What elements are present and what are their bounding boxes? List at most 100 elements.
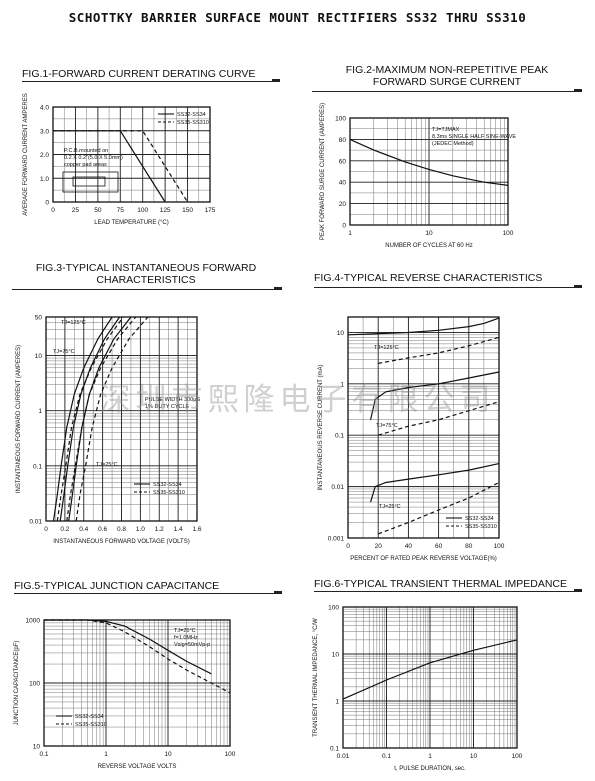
- fig1-xtick-label: 25: [72, 207, 80, 214]
- fig3-legend-label-0: SS32-SS34: [153, 482, 182, 488]
- fig4-xtick-label: 0: [346, 543, 350, 550]
- fig4-title-rule-end: [574, 285, 582, 288]
- fig5-ytick-label: 100: [29, 681, 40, 688]
- fig3-xtick-label: 0.2: [60, 526, 69, 533]
- fig2-xtick-label: 1: [348, 230, 352, 237]
- fig5-xtick-label: 0.1: [39, 751, 48, 758]
- fig6-xtick-label: 0.1: [382, 753, 391, 760]
- fig2-title-line2: FORWARD SURGE CURRENT: [372, 76, 522, 88]
- fig4-xtick-label: 20: [375, 543, 383, 550]
- fig6-xlabel: t, PULSE DURATION, sec.: [394, 766, 466, 772]
- fig2-ytick-label: 60: [339, 158, 347, 165]
- fig3-series-line-2: [59, 316, 121, 522]
- fig3-xtick-label: 0.8: [117, 526, 126, 533]
- fig1-ytick-label: 4.0: [40, 105, 49, 112]
- fig6-xtick-label: 100: [512, 753, 523, 760]
- fig6-ylabel: TRANSIENT THERMAL IMPEDANCE, °C/W: [313, 618, 319, 737]
- fig3-legend-label-1: SS35-SS310: [153, 490, 185, 496]
- fig3-annot-tj25: TJ=25°C: [96, 462, 118, 468]
- fig6-xtick-label: 0.01: [337, 753, 350, 760]
- fig4-ytick-label: 1: [340, 381, 344, 388]
- fig1-xtick-label: 150: [182, 207, 193, 214]
- fig2-title-line1: FIG.2-MAXIMUM NON-REPETITIVE PEAK: [345, 64, 549, 76]
- fig6-title-rule: [314, 591, 582, 592]
- fig5-legend-label-1: SS35-SS310: [75, 722, 107, 728]
- fig1-xtick-label: 125: [160, 207, 171, 214]
- fig4-series-line-4: [370, 463, 500, 503]
- fig1-ytick-label: 0: [45, 200, 49, 207]
- fig4-ytick-label: 10: [337, 330, 345, 337]
- fig1-ytick-label: 1.0: [40, 176, 49, 183]
- fig1-xtick-label: 75: [117, 207, 125, 214]
- fig3-series-line-0: [52, 316, 113, 522]
- fig6-title: FIG.6-TYPICAL TRANSIENT THERMAL IMPEDANC…: [314, 578, 568, 590]
- fig3-xtick-label: 1.2: [155, 526, 164, 533]
- fig1-ytick-label: 2.0: [40, 152, 49, 159]
- fig3-ytick-label: 0.01: [29, 519, 42, 526]
- fig4-series-line-2: [370, 371, 500, 420]
- fig5-title-rule-end: [274, 591, 282, 594]
- fig3-annot-tj125: TJ=125°C: [61, 320, 86, 326]
- fig4-ylabel: INSTANTANEOUS REVERSE CURRENT (mA): [318, 364, 324, 490]
- fig5-annotation-0: TJ=25°C: [174, 628, 196, 634]
- fig4-series-line-0: [347, 317, 500, 336]
- fig6-title-rule-end: [574, 589, 582, 592]
- fig1-legend-label-1: SS35-SS310: [177, 120, 209, 126]
- fig3-title: FIG.3-TYPICAL INSTANTANEOUS FORWARD CHAR…: [12, 262, 280, 286]
- fig4-ytick-label: 0.01: [331, 484, 344, 491]
- fig2-ylabel: PEAK FORWARD SURGE CURRENT (AMPERES): [320, 103, 326, 240]
- fig5-xtick-label: 100: [225, 751, 236, 758]
- fig5-series-line-0: [44, 619, 212, 675]
- fig3-xtick-label: 1.4: [174, 526, 183, 533]
- fig3-series-line-3: [66, 316, 137, 522]
- fig2-ytick-label: 40: [339, 180, 347, 187]
- fig1-ylabel: AVERAGE FORWARD CURRENT AMPERES: [23, 93, 29, 215]
- fig5-annotation-1: f=1.0MHz: [174, 635, 198, 641]
- fig3-xtick-label: 0.4: [79, 526, 88, 533]
- fig6-ytick-label: 100: [328, 605, 339, 612]
- fig5-xtick-label: 1: [104, 751, 108, 758]
- fig2-xtick-label: 100: [503, 230, 514, 237]
- fig5-title: FIG.5-TYPICAL JUNCTION CAPACITANCE: [14, 580, 220, 592]
- fig3-title-rule: [12, 289, 282, 290]
- fig3-ytick-label: 0.1: [33, 463, 42, 470]
- fig2-annotation-1: 8.3ms SINGLE HALF SINE-WAVE: [432, 134, 516, 140]
- fig1-annotation-2: copper pad areas: [64, 162, 107, 168]
- fig3-title-line1: FIG.3-TYPICAL INSTANTANEOUS FORWARD: [35, 262, 257, 274]
- fig1-series-line-1: [53, 130, 189, 203]
- fig3-ytick-label: 1: [38, 408, 42, 415]
- fig4-xlabel: PERCENT OF RATED PEAK REVERSE VOLTAGE(%): [350, 556, 497, 562]
- fig1-title-rule-end: [272, 79, 280, 82]
- fig2-ytick-label: 80: [339, 137, 347, 144]
- fig2-title: FIG.2-MAXIMUM NON-REPETITIVE PEAK FORWAR…: [312, 64, 582, 88]
- watermark: 深圳市熙隆电子有限公司: [99, 382, 496, 418]
- fig2-xlabel: NUMBER OF CYCLES AT 60 Hz: [385, 243, 472, 249]
- fig3-xtick-label: 1.0: [136, 526, 145, 533]
- fig2-annotation-2: (JEDEC Method): [432, 141, 474, 147]
- fig4-annot-tj125: TJ=125°C: [374, 345, 399, 351]
- fig3-xtick-label: 0: [44, 526, 48, 533]
- fig1-frame: [52, 106, 211, 203]
- fig6-xtick-label: 10: [470, 753, 478, 760]
- fig1-pcb-chip-icon: [72, 176, 106, 187]
- fig3-frame: [45, 316, 198, 522]
- fig5-xlabel: REVERSE VOLTAGE VOLTS: [98, 764, 177, 770]
- fig4-xtick-label: 40: [405, 543, 413, 550]
- fig3-annot-tj75: TJ=75°C: [53, 349, 75, 355]
- fig1-title: FIG.1-FORWARD CURRENT DERATING CURVE: [22, 68, 256, 80]
- fig3-series-line-1: [56, 316, 124, 522]
- fig3-xlabel: INSTANTANEOUS FORWARD VOLTAGE (VOLTS): [53, 539, 189, 545]
- fig3-pulse-annotation-1: 1% DUTY CYCLE: [145, 404, 190, 410]
- fig6-ytick-label: 1: [335, 699, 339, 706]
- fig4-series-line-3: [378, 401, 500, 436]
- fig4-series-line-5: [377, 481, 500, 535]
- fig4-ytick-label: 0.1: [335, 433, 344, 440]
- fig3-xtick-label: 0.6: [98, 526, 107, 533]
- fig6-ytick-label: 10: [332, 652, 340, 659]
- fig6-ytick-label: 0.1: [330, 746, 339, 753]
- fig1-legend-label-0: SS32-SS34: [177, 112, 206, 118]
- fig3-pulse-annotation-0: PULSE WIDTH 300μS: [145, 397, 200, 403]
- fig5-ytick-label: 1000: [26, 618, 41, 625]
- fig2-ytick-label: 0: [342, 223, 346, 230]
